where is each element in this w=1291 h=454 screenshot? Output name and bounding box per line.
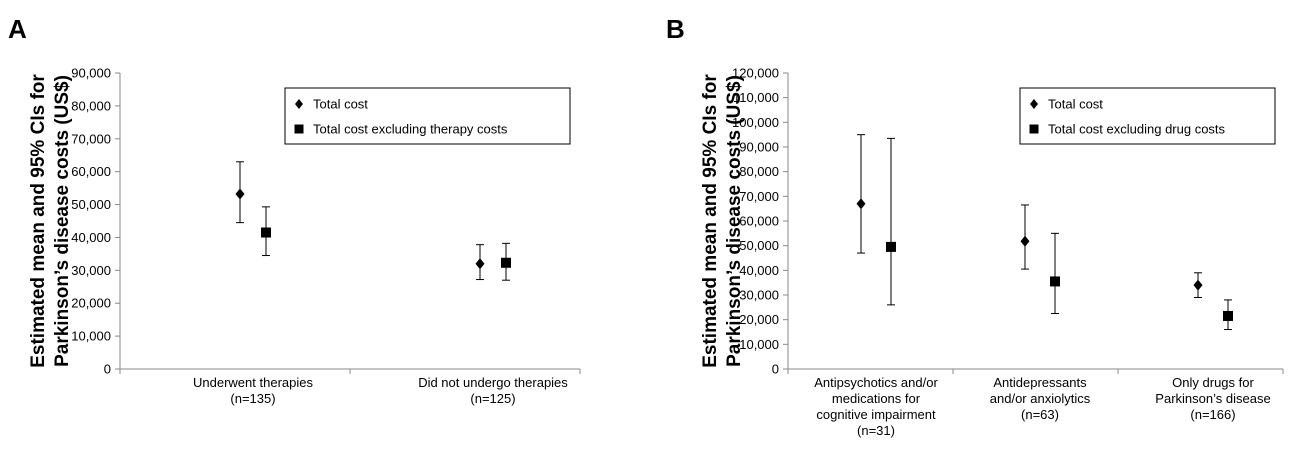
data-point-diamond: [235, 188, 245, 200]
legend-label: Total cost excluding drug costs: [1048, 122, 1226, 137]
y-tick-label: 120,000: [732, 66, 779, 81]
y-axis-title-line: Parkinson’s disease costs (US$): [52, 75, 73, 367]
x-category-label: Antidepressants: [993, 375, 1087, 390]
x-category-label: (n=135): [230, 391, 275, 406]
legend: Total cost Total cost excluding drug cost…: [1019, 87, 1276, 145]
y-tick-label: 20,000: [71, 296, 111, 311]
x-category-label: (n=166): [1190, 407, 1235, 422]
y-tick-label: 30,000: [739, 288, 779, 303]
y-axis-title-line: Parkinson’s disease costs (US$): [724, 75, 745, 367]
y-tick-label: 90,000: [71, 66, 111, 81]
y-tick-label: 60,000: [71, 164, 111, 179]
y-tick-label: 40,000: [71, 230, 111, 245]
y-tick-label: 100,000: [732, 115, 779, 130]
legend-box: [284, 87, 571, 145]
x-category-label: Parkinson’s disease: [1155, 391, 1270, 406]
x-category-label: medications for: [832, 391, 921, 406]
y-tick-label: 10,000: [71, 329, 111, 344]
chart-panel-a: A Estimated mean and 95% CIs for Parkinson…: [8, 14, 581, 406]
legend: Total cost Total cost excluding therapy c…: [284, 87, 571, 145]
data-point-diamond: [1193, 279, 1203, 291]
legend-marker-diamond: [295, 99, 303, 109]
x-category-label: cognitive impairment: [816, 407, 936, 422]
panel-label: A: [8, 14, 27, 44]
x-category-label: Did not undergo therapies: [418, 375, 568, 390]
legend-label: Total cost excluding therapy costs: [313, 122, 508, 137]
data-point-square: [1223, 310, 1233, 321]
x-category-label: (n=31): [857, 423, 895, 438]
y-tick-label: 80,000: [739, 164, 779, 179]
y-tick-label: 20,000: [739, 312, 779, 327]
data-point-diamond: [1020, 235, 1030, 247]
data-point-diamond: [475, 258, 485, 270]
x-category-label: (n=63): [1021, 407, 1059, 422]
y-tick-label: 30,000: [71, 263, 111, 278]
panel-label: B: [666, 14, 685, 44]
legend-box: [1019, 87, 1276, 145]
data-point-square: [501, 257, 511, 268]
y-tick-label: 50,000: [739, 238, 779, 253]
y-tick-label: 40,000: [739, 263, 779, 278]
y-tick-label: 80,000: [71, 98, 111, 113]
x-category-label: (n=125): [470, 391, 515, 406]
y-tick-label: 70,000: [739, 189, 779, 204]
legend-marker-square: [1029, 124, 1039, 134]
legend-label: Total cost: [313, 97, 368, 112]
y-tick-label: 0: [772, 362, 779, 377]
y-tick-label: 70,000: [71, 131, 111, 146]
data-point-square: [261, 227, 271, 238]
y-axis-title-line: Estimated mean and 95% CIs for: [700, 74, 721, 368]
legend-marker-square: [294, 124, 304, 134]
data-point-square: [886, 241, 896, 252]
x-category-label: Underwent therapies: [193, 375, 313, 390]
legend-marker-diamond: [1030, 99, 1038, 109]
y-tick-label: 10,000: [739, 337, 779, 352]
legend-label: Total cost: [1048, 97, 1103, 112]
data-point-square: [1050, 276, 1060, 287]
y-tick-label: 0: [104, 362, 111, 377]
y-tick-label: 50,000: [71, 197, 111, 212]
x-category-label: Antipsychotics and/or: [814, 375, 938, 390]
x-category-label: and/or anxiolytics: [990, 391, 1091, 406]
x-category-label: Only drugs for: [1172, 375, 1254, 390]
y-tick-label: 90,000: [739, 140, 779, 155]
y-axis-title-line: Estimated mean and 95% CIs for: [28, 74, 49, 368]
y-tick-label: 110,000: [733, 90, 779, 105]
data-point-diamond: [856, 198, 866, 210]
y-tick-label: 60,000: [739, 214, 779, 229]
